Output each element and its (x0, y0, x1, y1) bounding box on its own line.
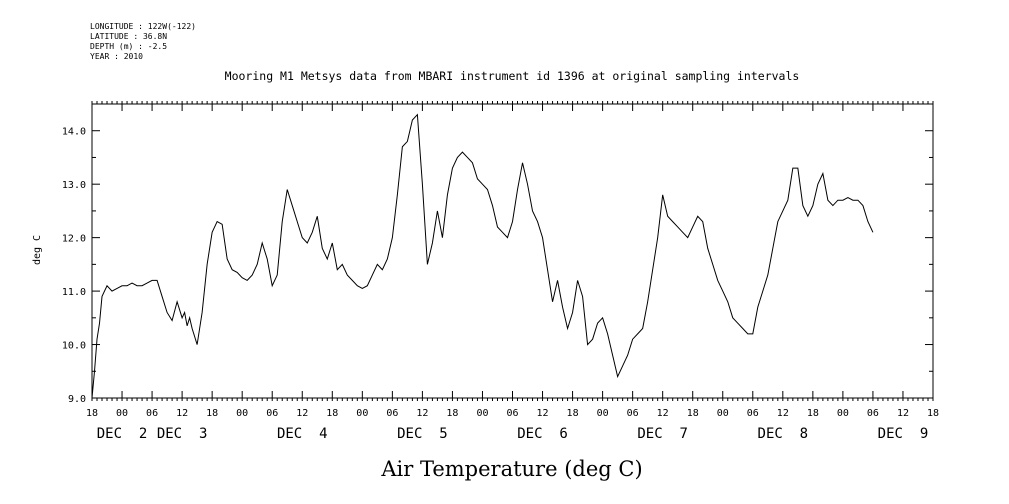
x-tick-label: 00 (116, 408, 128, 419)
y-axis: 9.0 10.0 11.0 12.0 13.0 14.0 (62, 103, 933, 405)
y-tick-label: 10.0 (62, 341, 86, 352)
meta-year: YEAR : 2010 (90, 52, 143, 61)
x-day-label: DEC 6 (517, 426, 568, 442)
x-tick-label: 12 (777, 408, 789, 419)
x-day-label: DEC 8 (758, 426, 809, 442)
y-axis-label: deg C (32, 235, 43, 265)
x-tick-label: 00 (476, 408, 488, 419)
x-tick-label: 12 (296, 408, 308, 419)
x-tick-label: 00 (837, 408, 849, 419)
y-tick-label: 13.0 (62, 180, 86, 191)
x-tick-label: 12 (897, 408, 909, 419)
x-axis: 18 00 06 12 18 00 06 12 18 00 06 12 18 00 06 12 18 00 06 12… (86, 104, 939, 442)
x-tick-label: 06 (386, 408, 398, 419)
x-tick-label: 06 (747, 408, 759, 419)
x-tick-label: 00 (597, 408, 609, 419)
x-tick-label: 12 (416, 408, 428, 419)
x-tick-label: 18 (446, 408, 458, 419)
meta-depth: DEPTH (m) : -2.5 (90, 42, 167, 51)
x-tick-label: 06 (266, 408, 278, 419)
chart-title: Mooring M1 Metsys data from MBARI instru… (225, 69, 800, 83)
x-tick-label: 12 (657, 408, 669, 419)
y-tick-label: 12.0 (62, 234, 86, 245)
x-tick-label: 06 (627, 408, 639, 419)
x-tick-label: 18 (326, 408, 338, 419)
x-tick-label: 18 (206, 408, 218, 419)
x-tick-label: 00 (356, 408, 368, 419)
y-tick-label: 14.0 (62, 127, 86, 138)
x-tick-label: 06 (867, 408, 879, 419)
x-day-label: DEC 5 (397, 426, 448, 442)
x-day-label: DEC 3 (157, 426, 208, 442)
x-tick-label: 00 (717, 408, 729, 419)
x-tick-label: 06 (506, 408, 518, 419)
y-tick-label: 11.0 (62, 287, 86, 298)
plot-frame (91, 103, 934, 399)
x-tick-label: 18 (807, 408, 819, 419)
y-tick-label: 9.0 (68, 394, 86, 405)
series-line-air-temperature (91, 113, 874, 399)
meta-longitude: LONGITUDE : 122W(-122) (90, 22, 196, 31)
x-tick-label: 18 (567, 408, 579, 419)
x-tick-label: 18 (927, 408, 939, 419)
minor-ticks (91, 101, 934, 401)
x-tick-label: 18 (86, 408, 98, 419)
x-day-label: DEC 7 (637, 426, 688, 442)
x-tick-label: 12 (537, 408, 549, 419)
x-tick-label: 06 (146, 408, 158, 419)
x-tick-label: 12 (176, 408, 188, 419)
x-day-label: DEC 2 (97, 426, 148, 442)
meta-latitude: LATITUDE : 36.8N (90, 32, 167, 41)
x-tick-label: 18 (687, 408, 699, 419)
x-axis-caption: Air Temperature (deg C) (380, 457, 642, 481)
x-tick-label: 00 (236, 408, 248, 419)
x-day-label: DEC 4 (277, 426, 328, 442)
x-day-label: DEC 9 (878, 426, 929, 442)
